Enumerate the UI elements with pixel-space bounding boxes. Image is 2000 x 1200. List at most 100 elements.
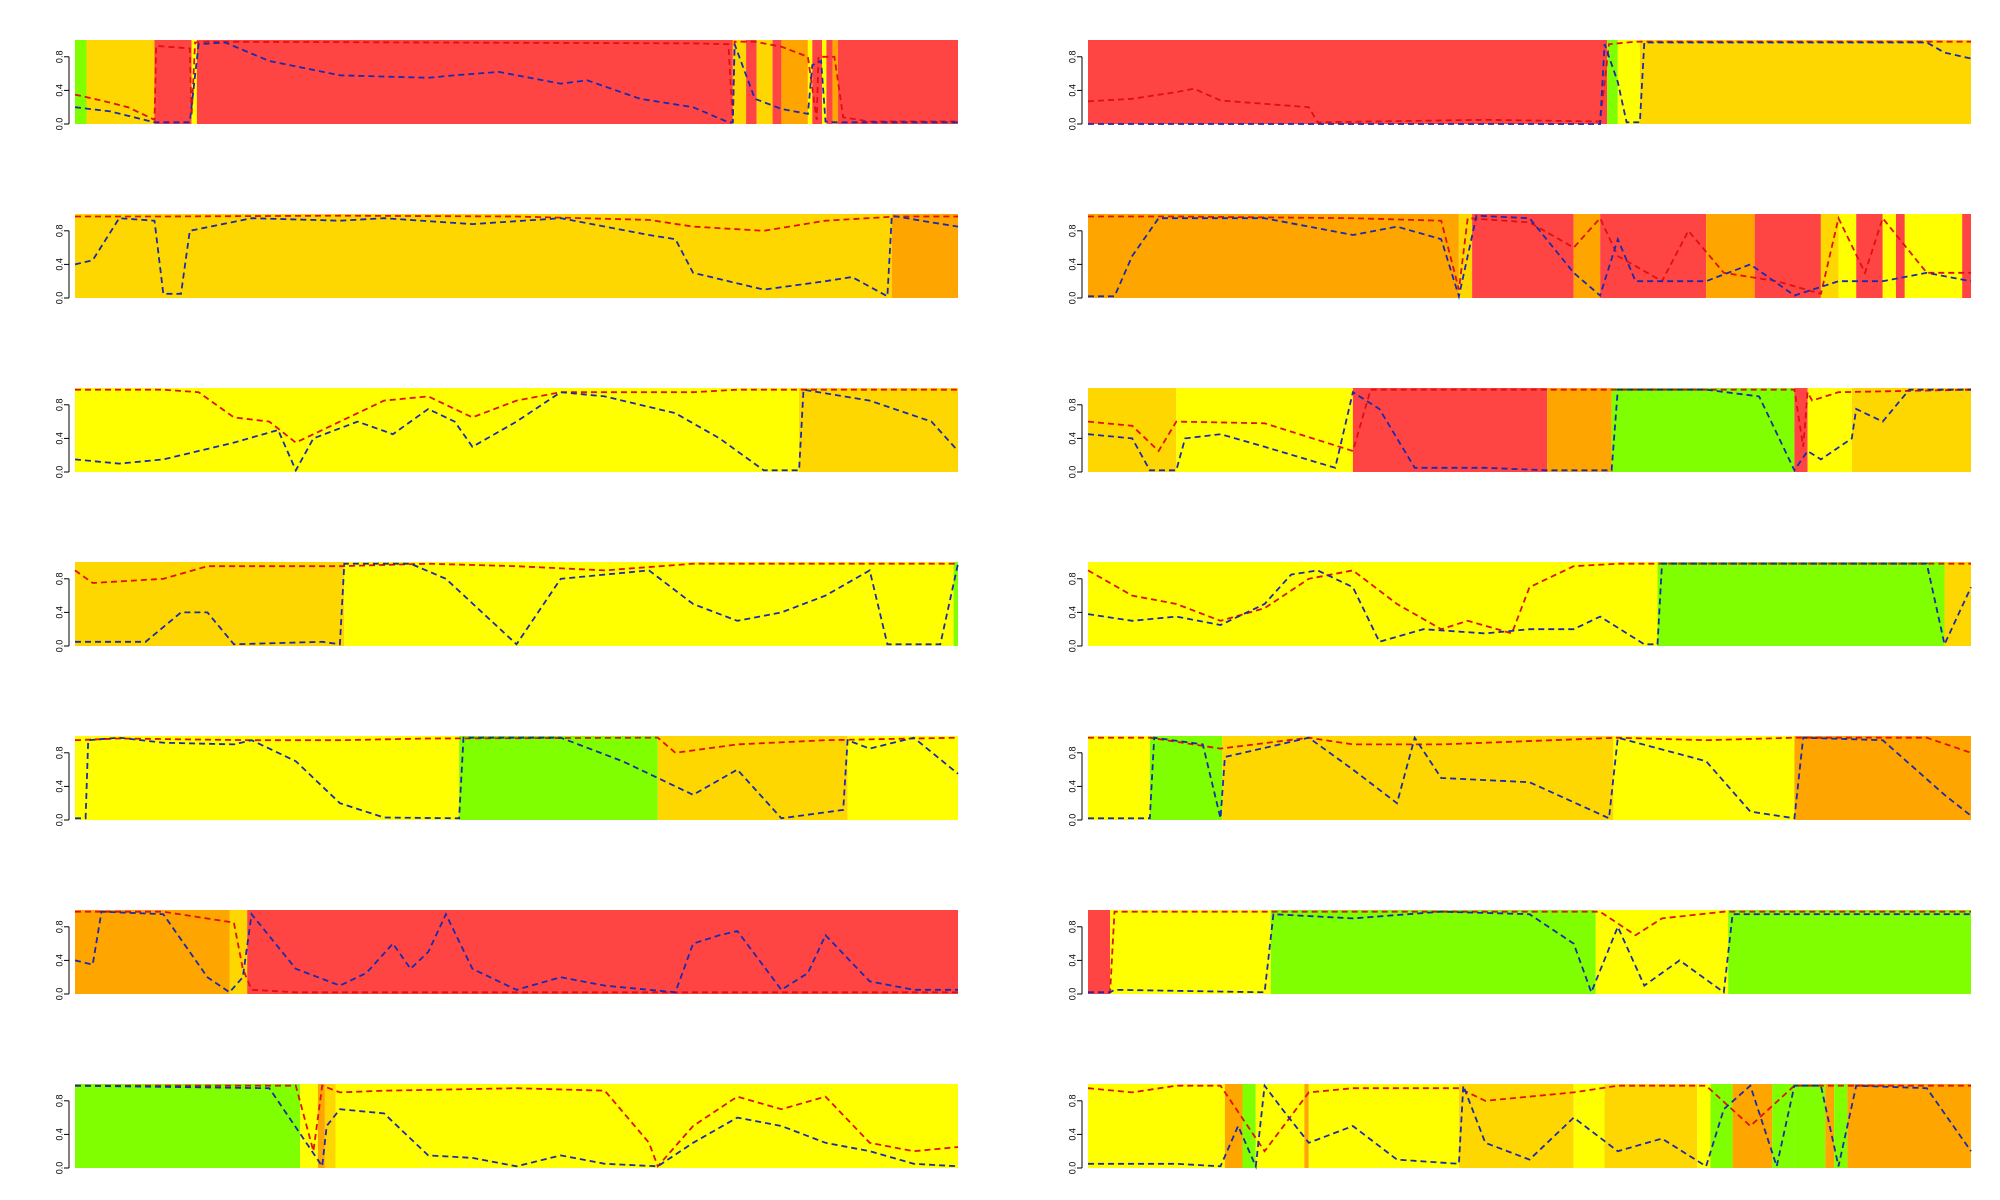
panel-1-segment-14: [832, 40, 838, 124]
panel-12-blue-dashed-line: [1088, 910, 1971, 995]
panel-5-segment-0: [75, 388, 800, 472]
panel-8-segment-1: [1657, 562, 1945, 646]
panel-9-segment-3: [847, 736, 959, 820]
panel-6-segment-1: [1176, 388, 1353, 472]
panel-4-y-tick-label-1: 0.4: [1067, 258, 1077, 271]
panel-3-y-tick-label-0: 0.0: [54, 292, 64, 305]
panel-12-y-tick-label-0: 0.0: [1067, 988, 1077, 1001]
panel-13-segment-4: [335, 1084, 959, 1168]
panel-4-segment-10: [1882, 214, 1896, 298]
panel-2-y-tick-label-0: 0.0: [1067, 118, 1077, 131]
panel-13-blue-dashed-line: [74, 1084, 959, 1169]
panel-10-y-tick-label-2: 0.8: [1067, 747, 1077, 760]
panel-1-segment-7: [756, 40, 773, 124]
panel-10-segment-0: [1088, 736, 1150, 820]
panel-13-red-dashed-line: [75, 1084, 959, 1169]
panel-9-red-dashed-line: [74, 736, 959, 754]
panel-1-segment-10: [807, 40, 813, 124]
panel-11-blue-dashed-line: [74, 910, 958, 994]
panel-3: 0.0 0.4 0.8: [54, 214, 959, 305]
panel-11-segment-0: [75, 910, 230, 994]
panel-10-segment-3: [1613, 736, 1795, 820]
panel-12-segment-0: [1088, 910, 1111, 994]
panel-14-segment-15: [1834, 1084, 1848, 1168]
panel-7-y-tick-label-0: 0.0: [54, 640, 64, 653]
panel-10-segment-4: [1794, 736, 1971, 820]
panel-13-y-tick-label-2: 0.8: [54, 1095, 64, 1108]
panel-4-segment-0: [1088, 214, 1459, 298]
panel-14-segment-5: [1308, 1084, 1459, 1168]
panel-14-segment-16: [1847, 1084, 1971, 1168]
panel-11-y-tick-label-1: 0.4: [54, 954, 64, 967]
panel-1-red-dashed-line: [74, 40, 958, 123]
panel-10-y-tick-label-1: 0.4: [1067, 780, 1077, 793]
panel-1: 0.0 0.4 0.8: [54, 40, 958, 130]
panel-1-y-tick-label-2: 0.8: [54, 51, 64, 64]
panel-14-segment-4: [1304, 1084, 1309, 1168]
panel-11: 0.0 0.4 0.8: [54, 910, 958, 1000]
panel-7: 0.0 0.4 0.8: [54, 562, 959, 653]
panel-8-y-tick-label-0: 0.0: [1067, 640, 1077, 653]
panel-3-y-tick-label-1: 0.4: [54, 258, 64, 271]
panel-1-segment-3: [191, 40, 197, 124]
panel-14-segment-12: [1772, 1084, 1795, 1168]
panel-7-red-dashed-line: [74, 562, 958, 584]
panel-7-blue-dashed-line: [75, 562, 959, 646]
panel-14: 0.0 0.4 0.8: [1067, 1083, 1972, 1175]
panel-12-y-tick-label-2: 0.8: [1067, 921, 1077, 934]
panel-8-y-tick-label-1: 0.4: [1067, 606, 1077, 619]
panel-1-segment-2: [154, 40, 192, 124]
panel-7-segment-0: [75, 562, 345, 646]
panel-14-segment-1: [1224, 1084, 1243, 1168]
panel-4-y-tick-label-0: 0.0: [1067, 292, 1077, 305]
panel-2-y-tick-label-1: 0.4: [1067, 84, 1077, 97]
panel-14-y-tick-label-2: 0.8: [1067, 1095, 1077, 1108]
panel-11-y-tick-label-0: 0.0: [54, 988, 64, 1001]
panel-12-red-dashed-line: [1088, 910, 1971, 994]
panel-14-segment-8: [1604, 1084, 1698, 1168]
panel-2-blue-dashed-line: [1088, 41, 1972, 125]
panel-5: 0.0 0.4 0.8: [54, 388, 959, 479]
panel-6-y-tick-label-1: 0.4: [1067, 432, 1077, 445]
panel-5-y-tick-label-1: 0.4: [54, 432, 64, 445]
panel-9: 0.0 0.4 0.8: [54, 736, 959, 826]
panel-1-segment-15: [837, 40, 958, 124]
panel-2: 0.0 0.4 0.8: [1067, 40, 1972, 131]
panel-1-segment-1: [86, 40, 155, 124]
panel-14-y-tick-label-0: 0.0: [1067, 1162, 1077, 1175]
panel-4-segment-11: [1895, 214, 1905, 298]
panel-8-y-tick-label-2: 0.8: [1067, 573, 1077, 586]
panel-9-segment-0: [75, 736, 460, 820]
panel-13-segment-2: [317, 1084, 325, 1168]
panel-13-segment-3: [324, 1084, 336, 1168]
panel-9-blue-dashed-line: [75, 736, 959, 820]
panel-3-segment-0: [75, 214, 892, 298]
panel-1-segment-5: [732, 40, 747, 124]
panel-5-y-tick-label-0: 0.0: [54, 466, 64, 479]
panel-4-segment-4: [1600, 214, 1707, 298]
panel-12-segment-1: [1110, 910, 1271, 994]
panel-14-segment-9: [1697, 1084, 1711, 1168]
panel-5-y-tick-label-2: 0.8: [54, 399, 64, 412]
panel-1-segment-0: [75, 40, 87, 124]
panel-6-y-tick-label-2: 0.8: [1067, 399, 1077, 412]
panel-8-blue-dashed-line: [1087, 562, 1972, 648]
panel-5-blue-dashed-line: [74, 388, 959, 473]
panel-14-segment-10: [1710, 1084, 1733, 1168]
panel-14-red-dashed-line: [1087, 1084, 1971, 1153]
panel-10-red-dashed-line: [1088, 736, 1972, 754]
panel-6-segment-4: [1611, 388, 1795, 472]
panel-9-segment-2: [657, 736, 848, 820]
panel-2-y-tick-label-2: 0.8: [1067, 51, 1077, 64]
panel-4-segment-13: [1962, 214, 1971, 298]
panel-1-segment-8: [772, 40, 782, 124]
panel-8-segment-0: [1088, 562, 1658, 646]
panel-10: 0.0 0.4 0.8: [1067, 735, 1972, 826]
panel-7-y-tick-label-2: 0.8: [54, 573, 64, 586]
panel-2-segment-3: [1639, 40, 1972, 124]
panel-10-blue-dashed-line: [1088, 735, 1972, 820]
panel-6-y-tick-label-0: 0.0: [1067, 466, 1077, 479]
panel-4-segment-9: [1856, 214, 1883, 298]
panel-1-y-tick-label-0: 0.0: [54, 118, 64, 131]
panel-3-blue-dashed-line: [74, 214, 959, 298]
